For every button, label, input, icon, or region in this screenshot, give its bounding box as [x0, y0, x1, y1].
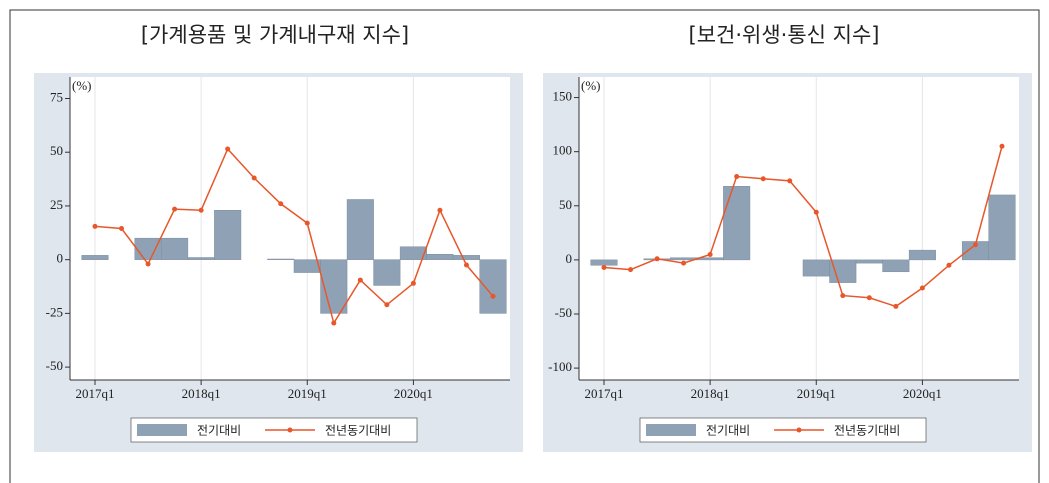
point: [145, 261, 151, 267]
y-tick-label: 100: [553, 143, 573, 158]
point: [172, 206, 178, 212]
point: [972, 242, 978, 248]
bar: [81, 255, 109, 260]
bar: [452, 255, 480, 260]
bar: [590, 259, 618, 266]
point: [225, 146, 231, 152]
point: [946, 262, 952, 268]
point: [866, 295, 872, 301]
y-tick-label: 50: [559, 197, 572, 212]
bar: [829, 259, 857, 283]
line: [603, 146, 1003, 308]
x-tick-label: 2020q1: [903, 386, 942, 401]
x-tick-label: 2020q1: [394, 386, 433, 401]
point: [681, 260, 687, 266]
bar: [479, 259, 507, 314]
bar: [723, 186, 751, 261]
bar: [399, 246, 427, 260]
legend-label: 전기대비: [706, 424, 750, 438]
bar: [988, 194, 1016, 261]
y-tick-label: 25: [50, 197, 63, 212]
point: [919, 285, 925, 291]
point: [92, 223, 98, 229]
y-tick-label: 0: [57, 251, 64, 266]
point: [437, 207, 443, 213]
bar: [908, 249, 936, 261]
bar: [346, 199, 374, 260]
bar: [293, 259, 321, 273]
y-tick-label: 50: [50, 143, 63, 158]
point: [813, 209, 819, 215]
point: [893, 303, 899, 309]
legend-swatch: [646, 424, 696, 436]
bar: [882, 259, 910, 273]
point: [760, 176, 766, 182]
plot-area: [70, 77, 510, 380]
plot-area: [579, 77, 1019, 380]
chart-title: [보건·위생·통신 지수]: [689, 23, 880, 47]
point: [251, 175, 257, 181]
bar: [187, 257, 215, 260]
bar: [855, 259, 883, 264]
bar: [267, 258, 295, 260]
point: [384, 302, 390, 308]
legend-swatch: [796, 427, 802, 433]
point: [410, 280, 416, 286]
legend-swatch: [137, 424, 187, 436]
frame: [9, 9, 1040, 483]
y-tick-label: 75: [50, 89, 63, 104]
y-tick-label: -100: [548, 359, 572, 374]
point: [787, 178, 793, 184]
point: [654, 256, 660, 262]
chart-title: [가계용품 및 가계내구재 지수]: [141, 23, 409, 47]
point: [628, 267, 634, 273]
bar: [373, 259, 401, 286]
x-tick-label: 2017q1: [76, 386, 115, 401]
bar: [320, 259, 348, 314]
point: [840, 293, 846, 299]
y-axis-label: (%): [581, 78, 601, 93]
bar: [426, 254, 454, 260]
y-tick-label: -50: [46, 358, 63, 373]
y-axis-label: (%): [72, 78, 92, 93]
point: [304, 220, 310, 226]
y-tick-label: 150: [553, 89, 573, 104]
x-tick-label: 2018q1: [182, 386, 221, 401]
legend-label: 전년동기대비: [834, 424, 900, 438]
bar: [161, 237, 189, 260]
point: [331, 320, 337, 326]
y-tick-label: 0: [566, 251, 573, 266]
x-tick-label: 2017q1: [585, 386, 624, 401]
point: [198, 207, 204, 213]
line: [94, 147, 494, 325]
point: [357, 277, 363, 283]
point: [119, 226, 125, 231]
legend-label: 전기대비: [197, 424, 241, 438]
point: [601, 264, 607, 270]
point: [999, 143, 1005, 149]
x-tick-label: 2018q1: [691, 386, 730, 401]
bar: [214, 209, 242, 260]
point: [707, 251, 713, 257]
bar: [802, 259, 830, 277]
bar: [134, 237, 162, 260]
x-tick-label: 2019q1: [288, 386, 327, 401]
point: [463, 262, 469, 268]
point: [278, 201, 284, 207]
legend-label: 전년동기대비: [325, 424, 391, 438]
point: [734, 174, 740, 180]
point: [490, 293, 496, 299]
y-tick-label: -25: [46, 304, 63, 319]
y-tick-label: -50: [555, 305, 572, 320]
x-tick-label: 2019q1: [797, 386, 836, 401]
legend-swatch: [287, 427, 293, 433]
